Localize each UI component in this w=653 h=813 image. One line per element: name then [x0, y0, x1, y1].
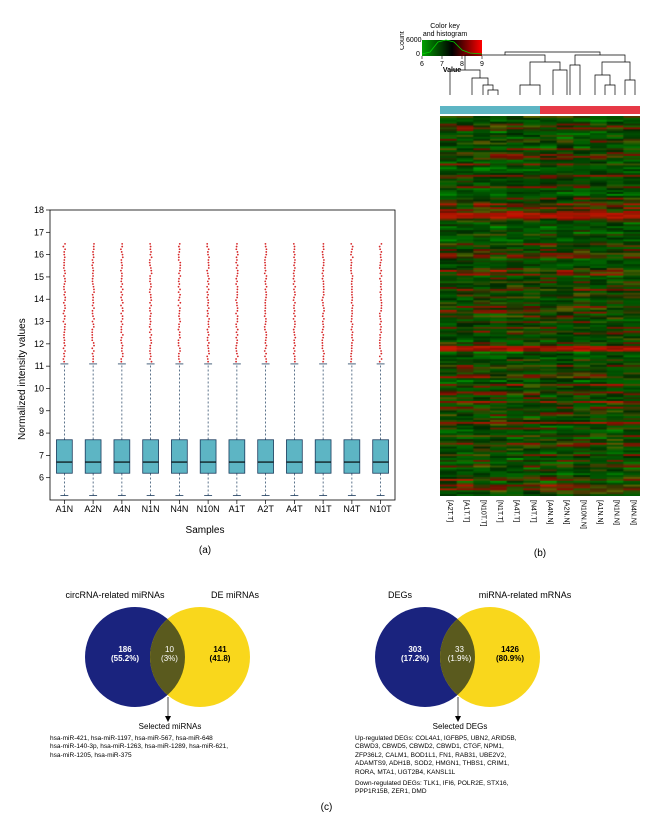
svg-text:[A4N.N]: [A4N.N]	[546, 500, 553, 525]
svg-text:[A1T.T]: [A1T.T]	[463, 500, 470, 522]
svg-text:9: 9	[39, 406, 44, 416]
svg-text:6: 6	[420, 61, 424, 68]
ylabel-a: Normalized intensity values	[17, 318, 28, 440]
svg-text:Count: Count	[400, 31, 406, 50]
svg-text:0: 0	[416, 51, 420, 58]
svg-text:[N4N.N]: [N4N.N]	[629, 500, 636, 525]
svg-text:7: 7	[39, 450, 44, 460]
y-axis: 6 7 8 9 10 11 12 13 14 15 16 17 18	[34, 205, 50, 483]
svg-text:and histogram: and histogram	[423, 31, 468, 38]
svg-text:N1T: N1T	[315, 504, 333, 514]
svg-text:N1N: N1N	[142, 504, 160, 514]
svg-text:A1T: A1T	[229, 504, 246, 514]
panel-c-venn: circRNA-related miRNAs DE miRNAs 186 (55…	[10, 590, 643, 800]
svg-text:12: 12	[34, 339, 44, 349]
svg-text:11: 11	[35, 361, 44, 371]
svg-text:N4N: N4N	[170, 504, 188, 514]
group-bar	[435, 106, 645, 116]
svg-text:A4T: A4T	[286, 504, 303, 514]
svg-text:A4N: A4N	[113, 504, 131, 514]
svg-text:[N10N.N]: [N10N.N]	[579, 500, 586, 529]
venn-right: DEGs miRNA-related mRNAs 303 (17.2%) 33 …	[350, 590, 640, 800]
svg-text:N10N: N10N	[197, 504, 220, 514]
boxplot-svg: 6 7 8 9 10 11 12 13 14 15 16 17 18 A1N A2N A4N N1N N4N N1…	[5, 200, 405, 540]
heatmap-xlabels: [A2T.T] [A1T.T] [N10T.T] [N1T.T] [A4T.T] [N4T…	[435, 496, 645, 546]
svg-text:13: 13	[34, 317, 44, 327]
up-label: Up-regulated DEGs:	[355, 735, 414, 742]
svg-text:6000: 6000	[406, 37, 422, 44]
panel-a-boxplot: 6 7 8 9 10 11 12 13 14 15 16 17 18 A1N A2N A4N N1N N4N N1…	[5, 200, 405, 560]
venn-left: circRNA-related miRNAs DE miRNAs 186 (55…	[60, 590, 300, 790]
heatmap-body	[440, 116, 640, 496]
caption-b: (b)	[435, 548, 645, 559]
svg-text:A2T: A2T	[257, 504, 274, 514]
svg-text:[A2N.N]: [A2N.N]	[563, 500, 570, 525]
svg-text:16: 16	[34, 250, 44, 260]
svg-text:10: 10	[34, 383, 44, 393]
caption-c: (c)	[10, 802, 643, 813]
svg-text:[A4T.T]: [A4T.T]	[513, 500, 520, 522]
svg-text:15: 15	[34, 272, 44, 282]
svg-text:8: 8	[39, 428, 44, 438]
svg-text:N10T: N10T	[370, 504, 393, 514]
svg-text:18: 18	[34, 205, 44, 215]
panel-b-heatmap: Color key and histogram 6000 0 Count 678…	[435, 20, 645, 550]
svg-text:[N10T.T]: [N10T.T]	[479, 500, 486, 527]
svg-text:14: 14	[34, 294, 44, 304]
dendrogram	[435, 50, 645, 105]
svg-text:N4T: N4T	[343, 504, 361, 514]
svg-text:[N1N.N]: [N1N.N]	[613, 500, 620, 525]
svg-text:A1N: A1N	[56, 504, 74, 514]
down-label: Down-regulated DEGs:	[355, 780, 422, 787]
svg-text:6: 6	[39, 473, 44, 483]
svg-text:[A1N.N]: [A1N.N]	[596, 500, 603, 525]
svg-text:[N1T.T]: [N1T.T]	[496, 500, 503, 523]
svg-text:17: 17	[34, 227, 44, 237]
caption-a: (a)	[5, 545, 405, 556]
svg-text:Color key: Color key	[430, 23, 460, 30]
svg-text:[A2T.T]: [A2T.T]	[446, 500, 453, 522]
svg-text:A2N: A2N	[84, 504, 102, 514]
xlabel-a: Samples	[5, 525, 405, 536]
svg-text:[N4T.T]: [N4T.T]	[529, 500, 536, 523]
